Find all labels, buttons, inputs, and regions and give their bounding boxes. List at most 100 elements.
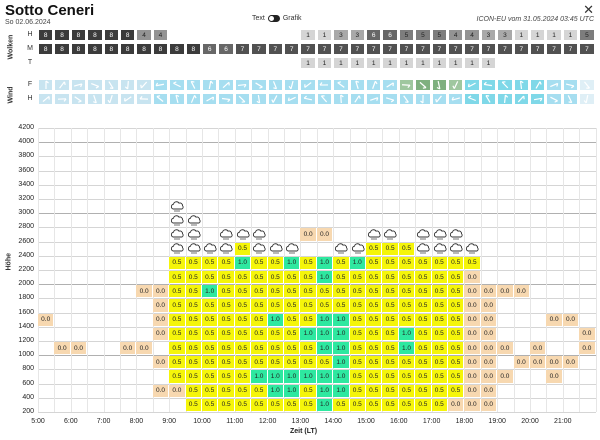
thermik-cell: 0.5 xyxy=(218,384,234,397)
thermik-cell: 0.5 xyxy=(366,313,382,326)
thermik-cell: 0.0 xyxy=(546,313,562,326)
thermik-cell: 1.0 xyxy=(316,342,333,355)
thermik-cell: 0.5 xyxy=(185,256,201,269)
cloud-cell: 7 xyxy=(431,43,447,55)
x-tick-label: 13:00 xyxy=(291,418,310,425)
wind-cell xyxy=(562,93,579,105)
wind-arrow-icon xyxy=(402,84,411,89)
thermik-cell: 0.5 xyxy=(218,356,234,369)
cloud-cell: 8 xyxy=(169,43,185,55)
wind-arrow-icon xyxy=(419,81,427,89)
thermik-cell: 0.5 xyxy=(284,285,300,298)
thermik-cell: 0.5 xyxy=(431,271,447,284)
grid-vline xyxy=(579,128,581,412)
thermik-cell: 0.5 xyxy=(382,370,398,383)
grid-vline xyxy=(54,128,56,412)
thermik-cell: 0.5 xyxy=(398,256,415,269)
x-tick-label: 16:00 xyxy=(390,418,408,425)
thermik-cell: 0.0 xyxy=(480,398,497,411)
grid-vline xyxy=(152,128,154,412)
thermik-cell: 0.5 xyxy=(366,256,382,269)
toggle-switch[interactable] xyxy=(267,15,280,22)
thermik-cell: 0.5 xyxy=(366,342,382,355)
cloud-cell: 7 xyxy=(251,43,267,55)
thermik-cell: 0.5 xyxy=(251,313,267,326)
cumulus-cloud-icon xyxy=(449,228,463,241)
thermik-cell: 0.5 xyxy=(202,299,218,312)
wind-cell xyxy=(415,79,431,91)
thermik-cell: 0.5 xyxy=(415,313,431,326)
thermik-cell: 0.5 xyxy=(202,384,218,397)
y-tick-label: 4000 xyxy=(18,138,34,146)
wind-cell xyxy=(218,79,234,91)
wind-cell xyxy=(530,93,546,105)
cloud-cell: 5 xyxy=(431,29,447,41)
cloud-row-label: T xyxy=(27,59,33,66)
thermik-cell: 1.0 xyxy=(267,370,283,383)
thermik-cell: 0.5 xyxy=(169,370,185,383)
x-tick-label: 6:00 xyxy=(63,418,78,425)
thermik-cell: 0.0 xyxy=(480,342,497,355)
wind-arrow-icon xyxy=(371,80,378,89)
thermik-cell: 0.5 xyxy=(333,299,349,312)
thermik-cell: 0.5 xyxy=(415,370,431,383)
wind-arrow-icon xyxy=(59,81,66,89)
wind-arrow-icon xyxy=(419,94,424,104)
thermik-cell: 0.5 xyxy=(300,398,316,411)
thermik-cell: 0.5 xyxy=(267,271,283,284)
wind-cell xyxy=(87,79,103,91)
cloud-row-label: M xyxy=(27,45,33,52)
thermik-cell: 0.5 xyxy=(415,271,431,284)
cloud-cell xyxy=(185,57,201,69)
thermik-cell: 0.5 xyxy=(169,256,185,269)
close-icon[interactable]: ✕ xyxy=(583,2,594,17)
thermik-cell: 0.5 xyxy=(366,299,382,312)
wind-cell xyxy=(431,93,447,105)
cloud-cell: 7 xyxy=(546,43,562,55)
thermik-cell: 0.0 xyxy=(136,342,152,355)
cloud-cell xyxy=(136,57,152,69)
grid-vline xyxy=(103,128,105,412)
wind-cell xyxy=(546,79,562,91)
cloud-cell xyxy=(103,57,119,69)
grid-vline xyxy=(333,128,335,412)
thermik-cell: 0.5 xyxy=(202,342,218,355)
thermik-cell: 0.0 xyxy=(120,342,136,355)
cloud-cell xyxy=(152,57,169,69)
grid-vline xyxy=(185,128,187,412)
thermik-cell: 0.5 xyxy=(251,327,267,340)
wind-cell xyxy=(136,79,152,91)
cloud-cell: 3 xyxy=(349,29,365,41)
thermik-cell: 1.0 xyxy=(300,327,316,340)
wind-cell xyxy=(234,93,251,105)
thermik-cell: 0.5 xyxy=(267,256,283,269)
cloud-cell: 7 xyxy=(513,43,529,55)
cumulus-cloud-icon xyxy=(187,228,201,241)
cloud-cell: 1 xyxy=(513,29,529,41)
cloud-cell: 8 xyxy=(185,43,201,55)
grid-vline xyxy=(530,128,531,412)
wind-arrow-icon xyxy=(403,95,410,103)
cumulus-cloud-icon xyxy=(170,214,184,227)
thermik-cell: 0.5 xyxy=(415,299,431,312)
cloud-cell: 8 xyxy=(120,43,136,55)
cloud-cell xyxy=(218,57,234,69)
thermik-cell: 0.0 xyxy=(152,356,169,369)
cloud-cell xyxy=(267,29,283,41)
thermik-cell: 0.5 xyxy=(349,327,365,340)
wind-arrow-icon xyxy=(355,80,360,90)
thermik-cell: 0.5 xyxy=(169,285,185,298)
thermik-cell: 0.0 xyxy=(562,356,579,369)
wind-cell xyxy=(218,93,234,105)
cumulus-cloud-icon xyxy=(170,242,184,255)
view-toggle[interactable]: Text Grafik xyxy=(252,15,302,22)
wind-arrow-icon xyxy=(273,81,278,90)
x-tick-label: 10:00 xyxy=(193,418,211,425)
thermik-cell: 1.0 xyxy=(333,370,349,383)
thermik-cell: 0.0 xyxy=(464,384,480,397)
thermik-cell: 0.5 xyxy=(234,299,251,312)
wind-arrow-icon xyxy=(92,95,97,104)
thermik-cell: 0.5 xyxy=(316,356,333,369)
thermik-cell: 0.5 xyxy=(431,299,447,312)
y-tick-label: 400 xyxy=(22,393,34,401)
